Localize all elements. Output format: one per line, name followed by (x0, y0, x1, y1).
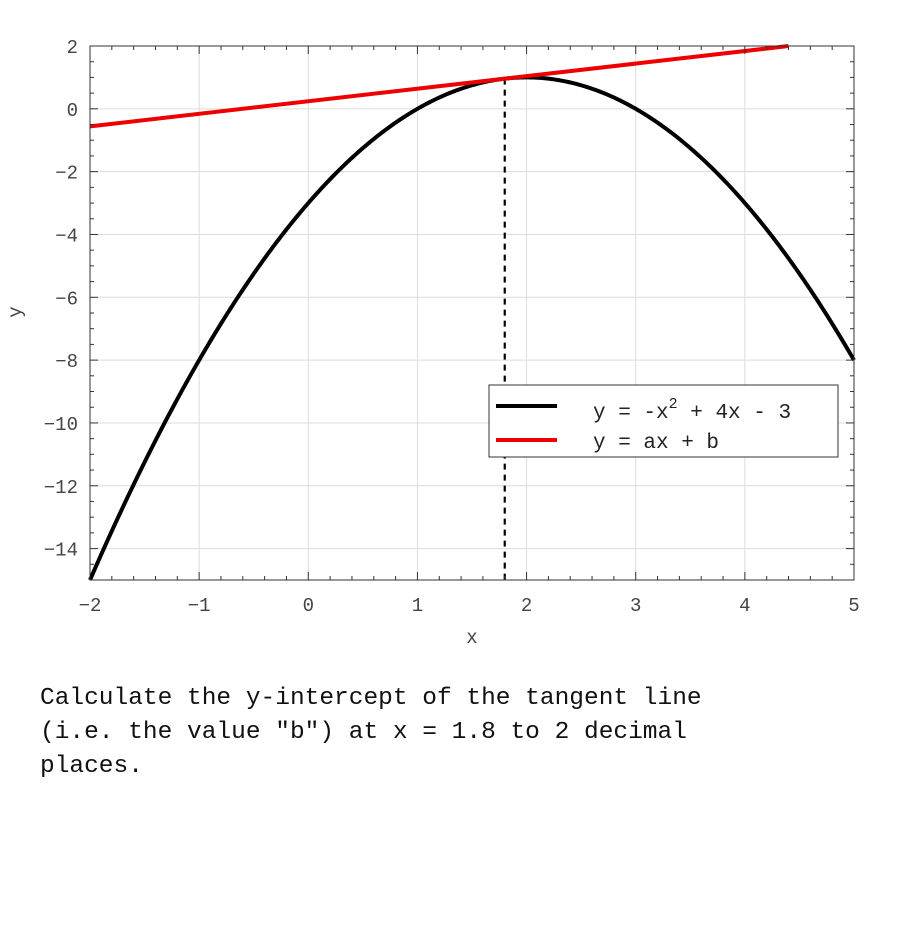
tick-labels: −2 −1 0 1 2 3 4 520−2−4−6−8−10−12−14 (44, 37, 860, 617)
question-text: Calculate the y-intercept of the tangent… (40, 685, 702, 780)
legend-label-parabola-base: y = -x (593, 402, 669, 425)
y-tick-label: −4 (55, 225, 78, 247)
y-tick-label: −8 (55, 351, 78, 373)
plot-frame (89, 45, 855, 581)
y-tick-label: 2 (67, 37, 78, 59)
x-tick-label: 4 (739, 595, 750, 617)
x-tick-label: 2 (521, 595, 532, 617)
x-tick-label: 5 (848, 595, 859, 617)
legend-label-tangent: y = ax + b (593, 432, 719, 455)
y-tick-label: −12 (44, 477, 78, 499)
chart: −2 −1 0 1 2 3 4 5 2 0 −2 −4 −6 −8 −10 −12 −14 x y y = -x… (5, 37, 860, 649)
legend-label-parabola: y = -x2 + 4x - 3 (593, 396, 791, 425)
ticks (89, 45, 855, 581)
legend-label-parabola-rest: + 4x - 3 (678, 402, 791, 425)
x-tick-label: 0 (303, 595, 314, 617)
x-tick-label: −1 (188, 595, 211, 617)
x-tick-label: −2 (79, 595, 102, 617)
x-tick-label: 1 (412, 595, 423, 617)
x-tick-label: 3 (630, 595, 641, 617)
plot-lines (88, 44, 856, 581)
series-parabola (88, 75, 856, 581)
y-tick-label: 0 (67, 100, 78, 122)
y-tick-label: −2 (55, 163, 78, 185)
grid (89, 45, 855, 580)
legend: y = -x2 + 4x - 3 y = ax + b (488, 384, 839, 458)
y-tick-label: −10 (44, 414, 78, 436)
y-axis-label: y (5, 306, 27, 317)
chart-svg: −2 −1 0 1 2 3 4 520−2−4−6−8−10−12−14 x y y = -x… (5, 37, 860, 649)
x-axis-label: x (466, 627, 477, 649)
legend-label-parabola-exponent: 2 (669, 396, 678, 413)
y-tick-label: −6 (55, 288, 78, 310)
y-tick-label: −14 (44, 540, 78, 562)
legend-box (488, 384, 839, 458)
series-tangent-line (89, 44, 789, 129)
